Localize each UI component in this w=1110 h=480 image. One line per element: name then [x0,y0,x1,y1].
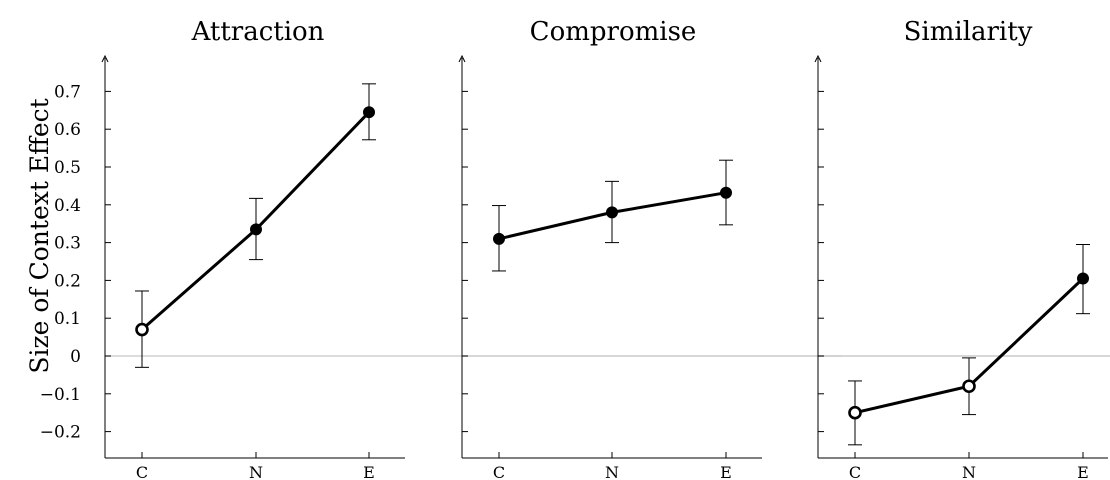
data-point-open [135,322,149,337]
y-tick-label: −0.1 [40,385,81,405]
y-axis-arrow [458,54,466,63]
y-axis-arrow [101,54,109,63]
x-tick-label: C [136,463,148,480]
y-tick-label: 0 [70,347,81,367]
x-tick-label: C [849,463,861,480]
x-tick-label: N [962,463,976,480]
data-point-filled [363,106,375,119]
data-point-open [848,405,862,420]
y-tick-label: 0.1 [54,309,81,329]
panel-title: Similarity [904,17,1033,47]
x-tick-label: E [1077,463,1089,480]
x-tick-label: E [720,463,732,480]
data-point-filled [606,206,618,219]
panel-attraction: Attraction −0.2 −0.1 0 0.1 0.2 0.3 0.4 0.5 0.6 0.7… [40,17,842,480]
panel-title: Attraction [191,17,325,47]
y-tick-label: −0.2 [40,423,81,443]
data-point-filled [493,232,505,245]
data-point-filled [250,223,262,236]
y-tick-label: 0.3 [54,234,81,254]
x-tick-label: C [493,463,505,480]
data-point-open [962,379,976,394]
y-tick-label: 0.5 [54,158,81,178]
y-tick-label: 0.2 [54,271,81,291]
y-tick-label: 0.4 [54,196,81,216]
y-axis-arrow [814,54,822,63]
panel-compromise: Compromise C N E [458,17,1110,480]
y-axis-label: Size of Context Effect [25,98,54,373]
panel-similarity: Similarity C N E [814,17,1110,480]
data-point-filled [1077,272,1089,285]
panel-title: Compromise [530,17,697,47]
x-tick-label: N [249,463,263,480]
y-tick-label: 0.7 [54,82,81,102]
y-tick-label: 0.6 [54,120,81,140]
x-tick-label: E [363,463,375,480]
x-tick-label: N [605,463,619,480]
data-point-filled [720,186,732,199]
